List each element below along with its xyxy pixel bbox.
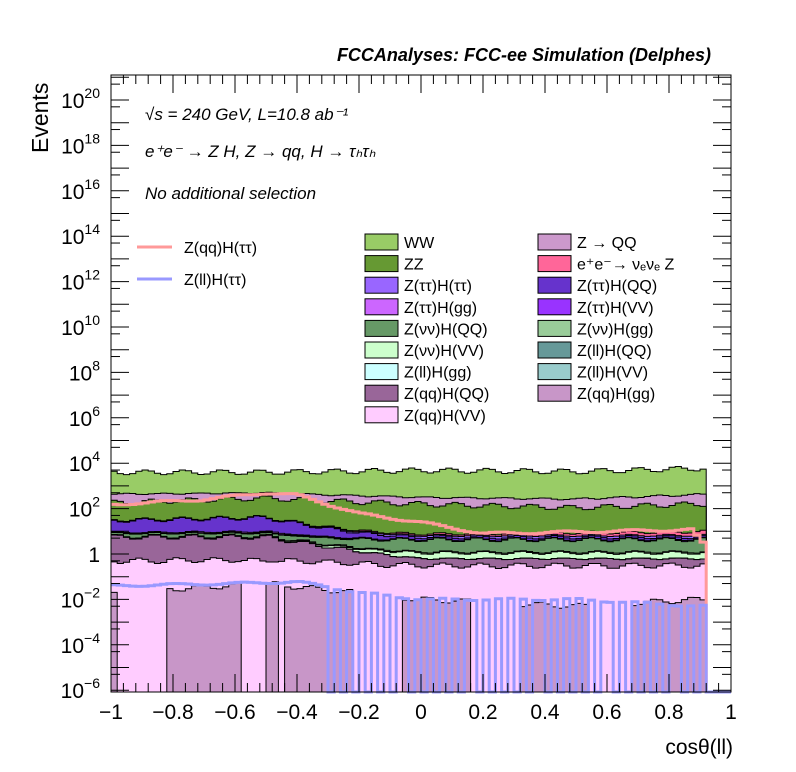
legend-swatch	[364, 363, 399, 381]
x-tick-label: 0	[415, 701, 427, 724]
x-tick-label: −0.2	[338, 701, 379, 724]
legend-label: Z → QQ	[577, 235, 637, 252]
legend-label: Z(qq)H(gg)	[577, 386, 655, 403]
legend-swatch	[364, 298, 399, 316]
legend-label: ZZ	[404, 257, 424, 274]
legend-label: Z(ll)H(VV)	[577, 365, 648, 382]
legend-swatch	[537, 233, 572, 251]
x-tick-label: 0.8	[654, 701, 683, 724]
y-tick-label: 106	[69, 403, 100, 431]
y-tick-label: 10−2	[61, 584, 101, 612]
y-tick-label: 10−6	[61, 675, 101, 703]
lumi-annotation: √s = 240 GeV, L=10.8 ab⁻¹	[145, 105, 349, 124]
legend-swatch	[537, 384, 572, 402]
y-tick-label: 104	[69, 448, 100, 476]
legend-line-label: Z(qq)H(ττ)	[184, 240, 257, 257]
signal-line-1	[111, 579, 731, 694]
legend-label: WW	[404, 235, 435, 252]
legend-label: Z(ττ)H(QQ)	[577, 278, 657, 295]
legend-swatch	[537, 319, 572, 337]
y-tick-label: 1016	[61, 176, 100, 204]
legend-swatch	[364, 276, 399, 294]
x-tick-label: −0.6	[214, 701, 255, 724]
x-tick-label: 1	[725, 701, 737, 724]
y-tick-label: 1020	[61, 85, 100, 113]
y-tick-label: 102	[69, 494, 100, 522]
legend-swatch	[364, 384, 399, 402]
x-tick-label: −0.4	[276, 701, 318, 724]
x-tick-label: −1	[99, 701, 123, 724]
legend: Z(qq)H(ττ) Z(ll)H(ττ) WW Z → QQ ZZ e⁺e⁻→ νₑνₑ…	[137, 233, 674, 425]
selection-annotation: No additional selection	[145, 184, 316, 203]
legend-label: Z(νν)H(gg)	[577, 321, 653, 338]
legend-label: Z(ll)H(gg)	[404, 365, 472, 382]
legend-label: Z(ττ)H(VV)	[577, 300, 654, 317]
y-tick-label: 1	[88, 544, 100, 567]
x-axis-label: cosθ(ll)	[665, 736, 733, 759]
y-axis-label: Events	[27, 83, 53, 153]
legend-label: Z(ll)H(QQ)	[577, 343, 652, 360]
y-tick-label: 1010	[61, 312, 100, 340]
legend-line-label: Z(ll)H(ττ)	[184, 272, 246, 289]
y-tick-label: 1014	[61, 221, 100, 249]
legend-label: Z(ττ)H(ττ)	[404, 278, 472, 295]
legend-swatch	[364, 233, 399, 251]
legend-swatch	[364, 406, 399, 424]
y-tick-label: 1012	[61, 267, 100, 295]
legend-swatch	[364, 319, 399, 337]
legend-label: Z(ττ)H(gg)	[404, 300, 477, 317]
y-tick-label: 10−4	[61, 630, 101, 658]
x-tick-label: 0.2	[468, 701, 497, 724]
legend-swatch	[364, 341, 399, 359]
y-tick-label: 1018	[61, 130, 100, 158]
legend-label: Z(νν)H(QQ)	[404, 321, 488, 338]
legend-label: Z(qq)H(QQ)	[404, 386, 489, 403]
legend-swatch	[364, 255, 399, 273]
legend-swatch	[537, 363, 572, 381]
signal-line-0	[111, 492, 731, 694]
process-annotation: e⁺e⁻ → Z H, Z → qq, H → τₕτₕ	[145, 142, 376, 161]
axes: −1 −0.8 −0.6 −0.4 −0.2 0 0.2 0.4 0.6 0.8 1 10−6 10−4…	[61, 75, 737, 724]
legend-swatch	[537, 298, 572, 316]
x-tick-label: 0.4	[530, 701, 560, 724]
y-tick-label: 108	[69, 357, 100, 385]
legend-swatch	[537, 276, 572, 294]
legend-label: Z(νν)H(VV)	[404, 343, 484, 360]
chart-title: FCCAnalyses: FCC-ee Simulation (Delphes)	[337, 45, 711, 65]
x-tick-label: 0.6	[592, 701, 621, 724]
legend-label: e⁺e⁻→ νₑνₑ Z	[577, 257, 674, 274]
legend-swatch	[537, 341, 572, 359]
x-tick-label: −0.8	[152, 701, 193, 724]
legend-swatch	[537, 255, 572, 273]
legend-label: Z(qq)H(VV)	[404, 408, 486, 425]
signal-lines	[111, 492, 731, 694]
